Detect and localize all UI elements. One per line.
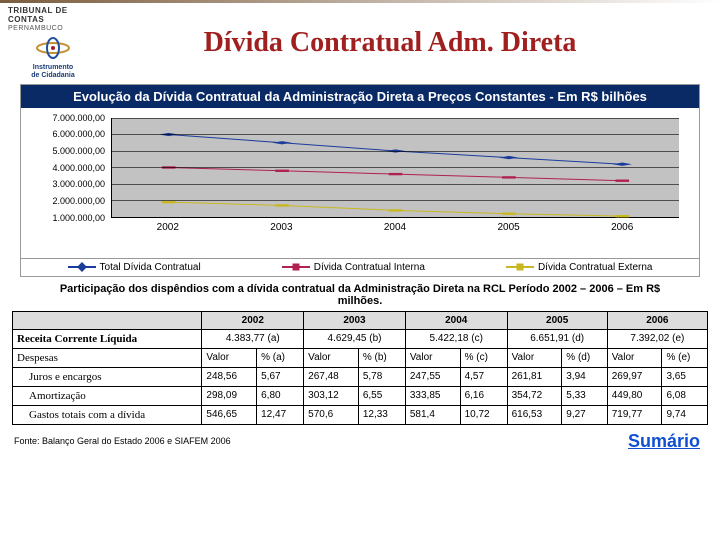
row-label: Receita Corrente Líquida (13, 329, 202, 348)
tagline-2: de Cidadania (8, 72, 98, 80)
legend-item: Dívida Contratual Externa (506, 262, 653, 273)
row-label: Despesas (13, 348, 202, 367)
tagline-1: Instrumento (8, 64, 98, 72)
table-cell: 9,27 (562, 405, 607, 424)
x-tick-label: 2003 (270, 222, 292, 233)
chart-title: Evolução da Dívida Contratual da Adminis… (21, 85, 699, 108)
chart-container: Evolução da Dívida Contratual da Adminis… (20, 84, 700, 277)
y-tick-label: 6.000.000,00 (52, 129, 105, 139)
y-tick-label: 5.000.000,00 (52, 146, 105, 156)
table-cell: 267,48 (304, 367, 359, 386)
x-axis-labels: 2002 2003 2004 2005 2006 (111, 222, 679, 236)
table-cell: 303,12 (304, 386, 359, 405)
table-subheader: % (d) (562, 348, 607, 367)
table-cell: 616,53 (507, 405, 562, 424)
table-cell: 12,47 (257, 405, 304, 424)
x-tick-label: 2002 (157, 222, 179, 233)
table-cell: 333,85 (405, 386, 460, 405)
summary-link[interactable]: Sumário (628, 431, 700, 452)
table-subheader: % (b) (358, 348, 405, 367)
source-text: Fonte: Balanço Geral do Estado 2006 e SI… (14, 436, 231, 446)
y-axis-labels: 1.000.000,002.000.000,003.000.000,004.00… (21, 118, 111, 218)
y-tick-label: 2.000.000,00 (52, 196, 105, 206)
org-name-line2: PERNAMBUCO (8, 25, 98, 33)
table-cell: 570,6 (304, 405, 359, 424)
table-subheader: Valor (607, 348, 662, 367)
y-tick-label: 7.000.000,00 (52, 113, 105, 123)
table-subheader: % (e) (662, 348, 708, 367)
data-table: 20022003200420052006 Receita Corrente Lí… (12, 311, 708, 425)
year-header: 2005 (507, 311, 607, 329)
table-cell: 719,77 (607, 405, 662, 424)
table-subheader: % (a) (257, 348, 304, 367)
legend-label: Total Dívida Contratual (100, 262, 201, 273)
chart-legend: Total Dívida Contratual Dívida Contratual… (21, 258, 699, 276)
org-logo-block: TRIBUNAL DE CONTAS PERNAMBUCO Instrument… (8, 7, 98, 80)
table-cell: 546,65 (202, 405, 257, 424)
table-cell: 5.422,18 (c) (405, 329, 507, 348)
table-cell: 581,4 (405, 405, 460, 424)
table-cell: 3,65 (662, 367, 708, 386)
table-cell: 4.629,45 (b) (304, 329, 406, 348)
x-tick-label: 2005 (497, 222, 519, 233)
table-cell: 5,33 (562, 386, 607, 405)
row-label: Gastos totais com a dívida (13, 405, 202, 424)
table-cell: 6,55 (358, 386, 405, 405)
logo-icon (33, 34, 73, 62)
page-title: Dívida Contratual Adm. Direta (98, 27, 712, 59)
y-tick-label: 3.000.000,00 (52, 179, 105, 189)
legend-item: Total Dívida Contratual (68, 262, 201, 273)
table-cell: 4,57 (460, 367, 507, 386)
org-name-line1: TRIBUNAL DE CONTAS (8, 7, 98, 25)
year-header: 2004 (405, 311, 507, 329)
table-cell: 247,55 (405, 367, 460, 386)
footer: Fonte: Balanço Geral do Estado 2006 e SI… (0, 425, 720, 452)
table-cell: 9,74 (662, 405, 708, 424)
table-subheader: Valor (304, 348, 359, 367)
legend-label: Dívida Contratual Interna (314, 262, 425, 273)
table-cell: 261,81 (507, 367, 562, 386)
table-cell: 449,80 (607, 386, 662, 405)
year-header: 2003 (304, 311, 406, 329)
header: TRIBUNAL DE CONTAS PERNAMBUCO Instrument… (0, 3, 720, 80)
table-cell: 6,80 (257, 386, 304, 405)
table-cell: 3,94 (562, 367, 607, 386)
table-cell: 298,09 (202, 386, 257, 405)
table-cell: 354,72 (507, 386, 562, 405)
table-cell: 6,16 (460, 386, 507, 405)
table-subheader: Valor (202, 348, 257, 367)
y-tick-label: 1.000.000,00 (52, 213, 105, 223)
table-cell: 6,08 (662, 386, 708, 405)
legend-label: Dívida Contratual Externa (538, 262, 653, 273)
x-tick-label: 2004 (384, 222, 406, 233)
table-cell: 7.392,02 (e) (607, 329, 707, 348)
table-cell: 248,56 (202, 367, 257, 386)
row-label: Amortização (13, 386, 202, 405)
table-cell: 5,78 (358, 367, 405, 386)
table-subheader: Valor (405, 348, 460, 367)
x-tick-label: 2006 (611, 222, 633, 233)
plot-area (111, 118, 679, 218)
table-subheader: Valor (507, 348, 562, 367)
year-header: 2006 (607, 311, 707, 329)
legend-item: Dívida Contratual Interna (282, 262, 425, 273)
table-cell: 6.651,91 (d) (507, 329, 607, 348)
year-header: 2002 (202, 311, 304, 329)
table-cell: 12,33 (358, 405, 405, 424)
table-cell: 269,97 (607, 367, 662, 386)
table-cell: 5,67 (257, 367, 304, 386)
y-tick-label: 4.000.000,00 (52, 163, 105, 173)
table-cell: 4.383,77 (a) (202, 329, 304, 348)
chart-body: 1.000.000,00 2.000.000,00 3.000.000,00 4.00… (21, 108, 699, 258)
table-cell: 10,72 (460, 405, 507, 424)
table-subtitle: Participação dos dispêndios com a dívida… (0, 283, 720, 307)
table-subheader: % (c) (460, 348, 507, 367)
row-label: Juros e encargos (13, 367, 202, 386)
